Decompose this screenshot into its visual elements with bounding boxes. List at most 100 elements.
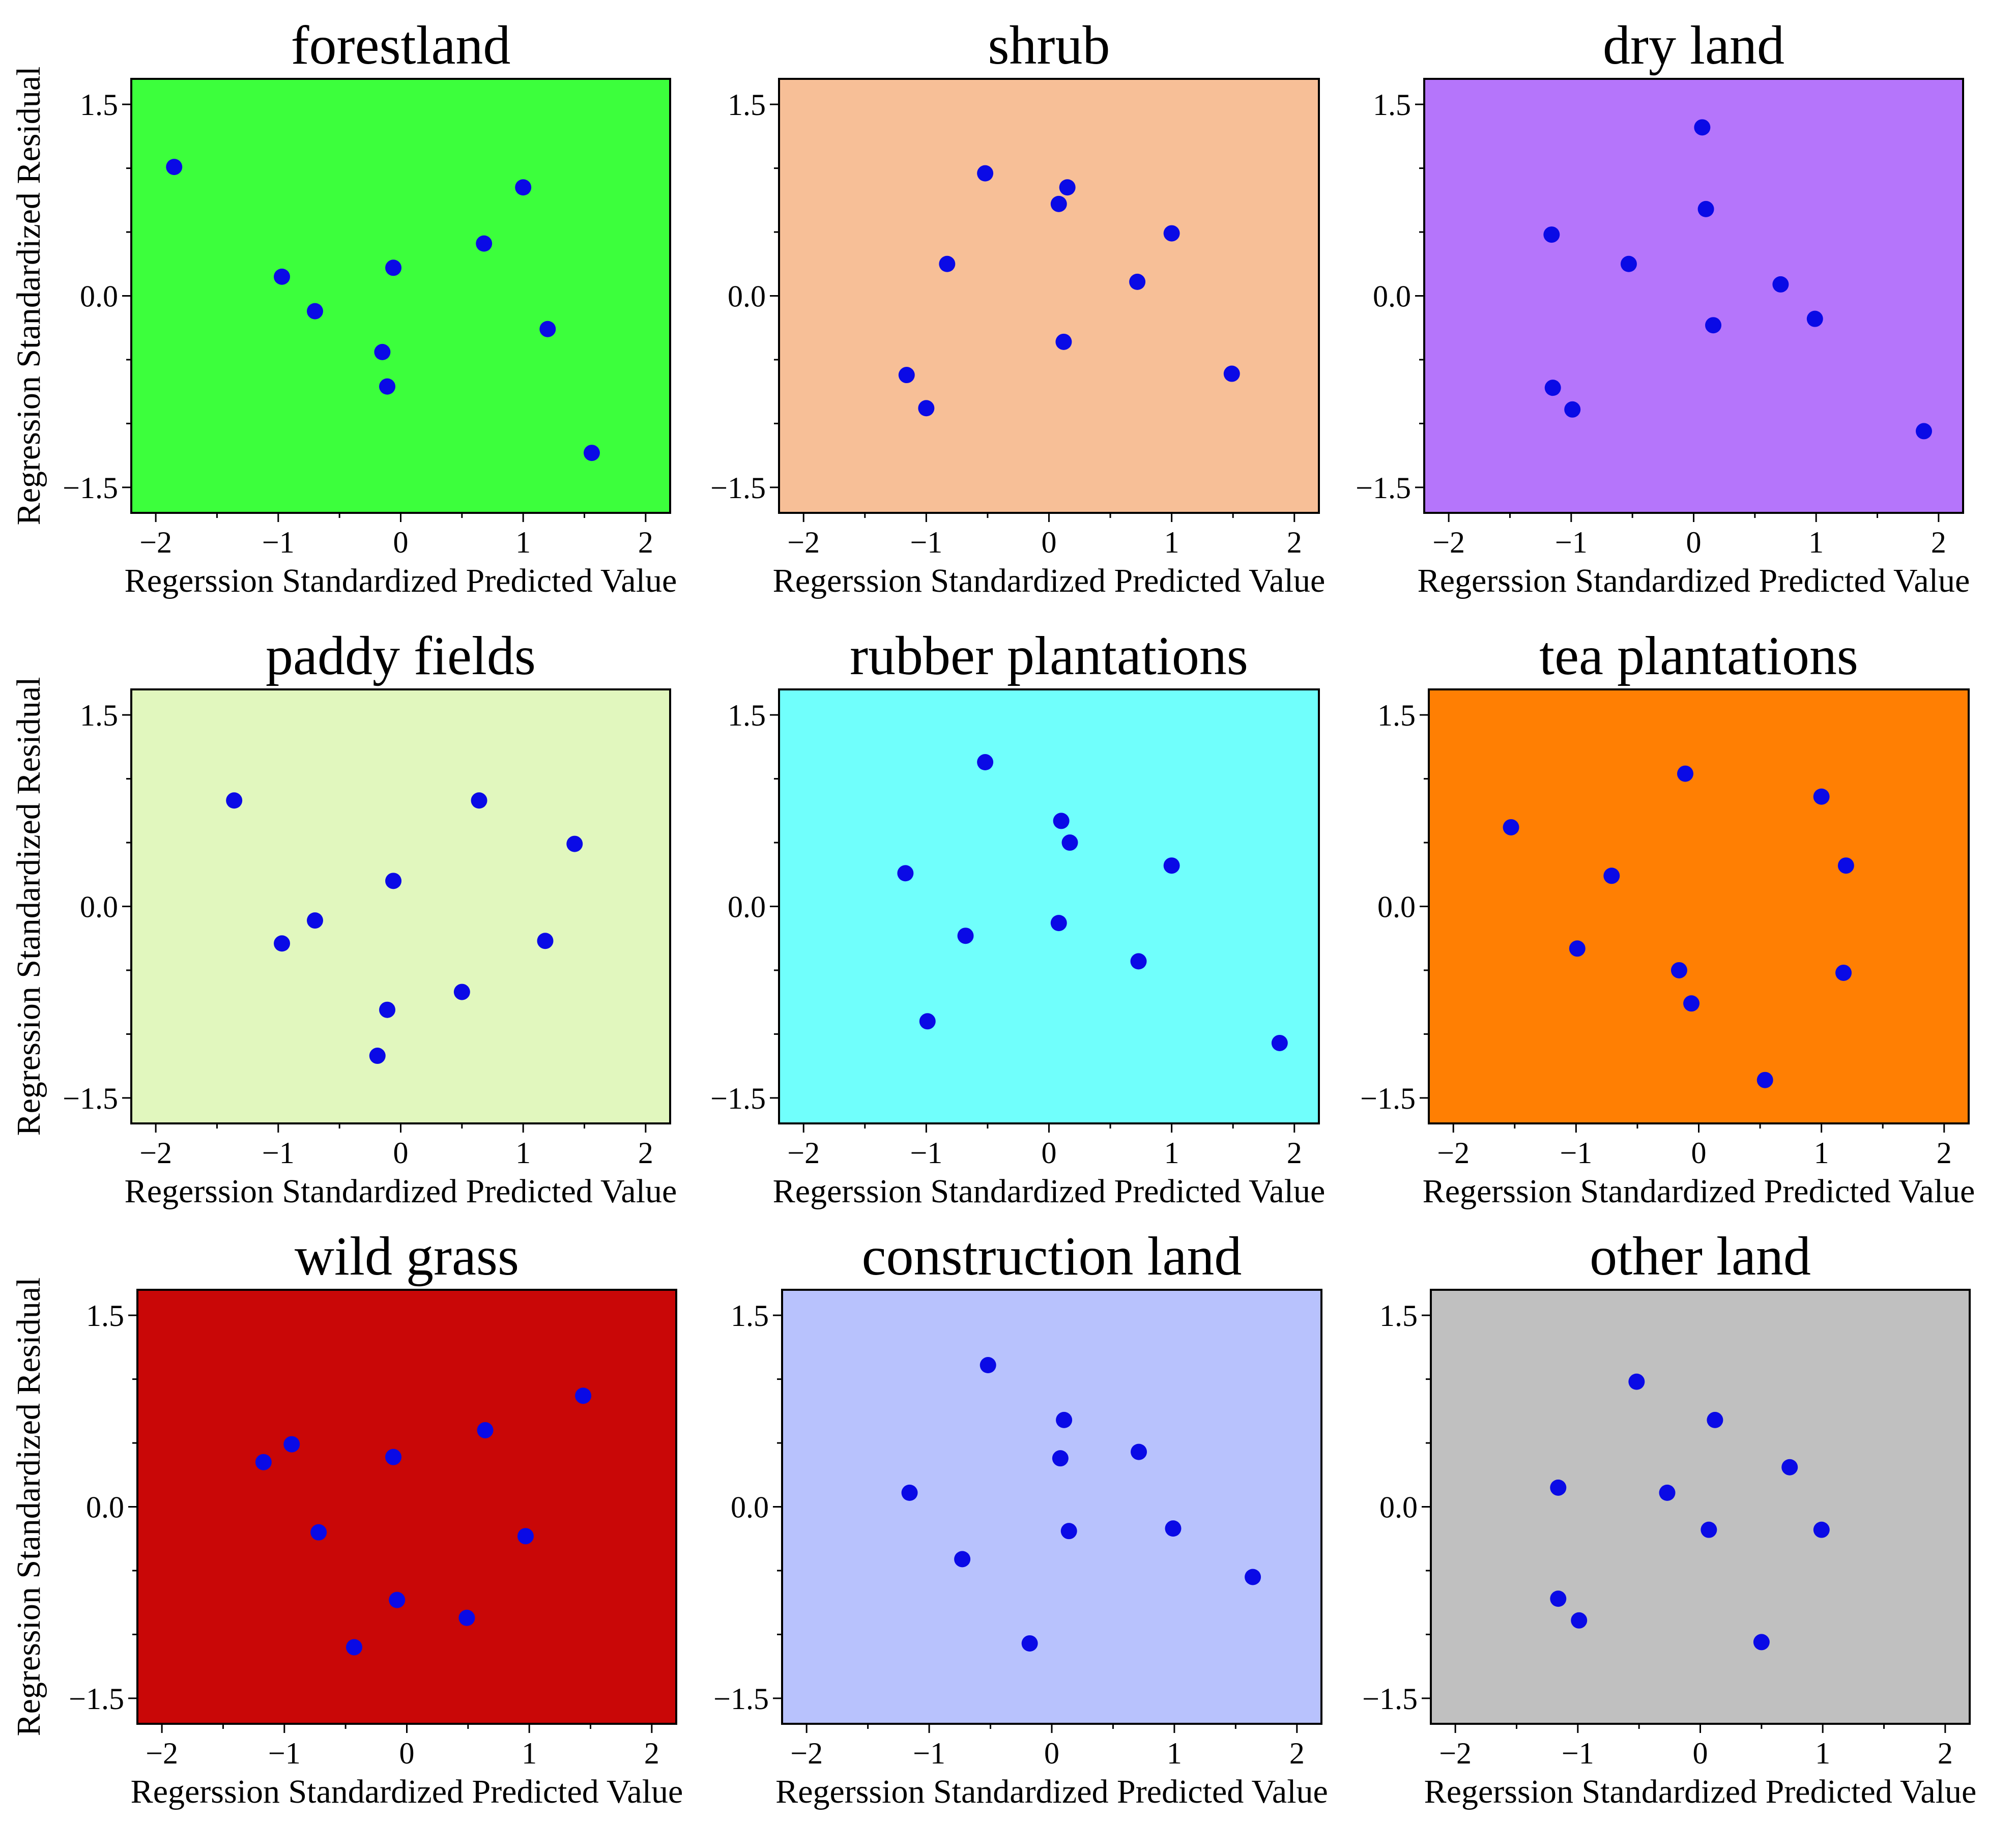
panel-paddy-fields-x-tick-label: 2 [638,1136,653,1170]
panel-tea-plantations-point [1603,867,1620,884]
panel-rubber-plantations-point [1053,813,1070,829]
panel-forestland-x-axis-label: Regerssion Standardized Predicted Value [125,562,677,599]
panel-rubber-plantations-x-tick-label: −2 [787,1136,820,1170]
panel-forestland-point [307,303,324,320]
panel-shrub-plot-area [779,79,1319,513]
panel-paddy-fields-plot-area [131,689,670,1123]
panel-tea-plantations: tea plantations −2 −1 0 1 2 −1.5 0.0 1.5 Regerssi… [1360,626,1975,1210]
panel-tea-plantations-x-axis-label: Regerssion Standardized Predicted Value [1423,1173,1975,1210]
panel-dry-land-point [1694,119,1711,136]
panel-dry-land-x-tick-label: 1 [1808,526,1824,559]
panel-paddy-fields-x-tick-label: −2 [139,1136,172,1170]
panel-shrub-x-axis-label: Regerssion Standardized Predicted Value [773,562,1326,599]
panel-forestland-point [274,268,291,285]
panel-forestland-point [583,445,600,461]
panel-construction-land-title: construction land [862,1226,1242,1287]
panel-wild-grass: wild grass −2 −1 0 1 2 −1.5 0.0 1.5 Regerssion St… [10,1226,683,1810]
panel-forestland-point [379,378,396,395]
panel-other-land-plot-area [1431,1290,1970,1724]
panel-paddy-fields-y-tick-label: −1.5 [63,1082,118,1115]
panel-wild-grass-point [385,1449,402,1465]
panel-construction-land-x-tick-label: −2 [790,1737,823,1770]
panel-rubber-plantations-y-tick-label: 1.5 [728,699,766,732]
panel-shrub-point [1129,273,1146,290]
panel-tea-plantations-point [1835,964,1852,981]
panel-forestland-point [539,321,556,337]
panel-paddy-fields-title: paddy fields [266,626,536,686]
panel-other-land-x-tick-label: 0 [1693,1737,1708,1770]
panel-rubber-plantations-y-tick-label: 0.0 [728,890,766,924]
panel-tea-plantations-point [1677,765,1693,782]
panel-wild-grass-point [477,1422,494,1438]
panel-forestland-y-tick-label: 1.5 [80,88,118,122]
panel-forestland-x-tick-label: 0 [393,526,409,559]
panel-other-land-y-tick-label: 1.5 [1379,1299,1418,1333]
panel-construction-land-point [954,1551,971,1568]
panel-tea-plantations-point [1503,819,1519,835]
panel-tea-plantations-point [1569,940,1586,957]
panel-rubber-plantations-x-tick-label: 1 [1164,1136,1179,1170]
panel-shrub-point [1163,225,1180,242]
panel-paddy-fields-x-tick-label: −1 [262,1136,295,1170]
panel-construction-land-frame [781,1289,1322,1725]
panel-tea-plantations-x-tick-label: 0 [1691,1136,1707,1170]
panel-forestland-point [166,159,183,176]
panel-forestland-x-tick-label: −1 [262,526,295,559]
panel-wild-grass-y-tick-label: 0.0 [86,1491,124,1524]
panel-wild-grass-point [255,1454,272,1470]
panel-shrub-point [939,255,956,272]
panel-rubber-plantations-x-tick-label: −1 [910,1136,942,1170]
panel-construction-land-x-axis-label: Regerssion Standardized Predicted Value [775,1773,1328,1810]
panel-construction-land-point [1056,1411,1073,1428]
panel-forestland-frame [130,78,671,514]
panel-construction-land-point [901,1484,918,1501]
panel-wild-grass-y-tick-label: 1.5 [86,1299,124,1333]
panel-dry-land-point [1697,200,1714,217]
panel-dry-land-point [1806,310,1823,327]
panel-forestland-x-tick-label: −2 [139,526,172,559]
panel-paddy-fields-point [453,984,470,1000]
panel-shrub-x-tick-label: −1 [910,526,942,559]
panel-dry-land-plot-area [1424,79,1963,513]
panel-other-land-point [1659,1484,1676,1501]
panel-shrub-point [918,400,935,417]
panel-construction-land-point [1245,1569,1261,1585]
panel-paddy-fields: paddy fields −2 −1 0 1 2 −1.5 0.0 1.5 Regerssion … [10,626,677,1210]
panel-dry-land-x-tick-label: 0 [1686,526,1702,559]
panel-other-land-point [1813,1521,1830,1538]
panel-paddy-fields-point [537,933,554,949]
panel-shrub-title: shrub [988,15,1110,76]
panel-tea-plantations-plot-area [1429,689,1969,1123]
panel-forestland-x-tick-label: 1 [515,526,531,559]
panel-wild-grass-point [283,1436,300,1453]
panel-rubber-plantations-x-tick-label: 0 [1042,1136,1057,1170]
panel-other-land-x-tick-label: −1 [1562,1737,1594,1770]
panel-wild-grass-frame [136,1289,677,1725]
panel-shrub: shrub −2 −1 0 1 2 −1.5 0.0 1.5 Regerssion Standar… [710,15,1325,599]
panel-dry-land-title: dry land [1603,15,1784,76]
panel-dry-land-point [1543,226,1560,243]
panel-forestland: forestland −2 −1 0 1 2 −1.5 0.0 1.5 Regerssion St… [10,15,677,599]
panel-dry-land-x-tick-label: −1 [1555,526,1588,559]
panel-tea-plantations-point [1813,788,1830,805]
panel-other-land-title: other land [1590,1226,1811,1287]
panel-other-land-x-tick-label: 1 [1815,1737,1830,1770]
panel-other-land-x-tick-label: 2 [1938,1737,1953,1770]
panel-forestland-y-axis-label: Regression Standardized Residual [10,67,47,526]
panel-shrub-x-tick-label: 2 [1287,526,1302,559]
panel-shrub-y-tick-label: 0.0 [728,280,766,313]
panel-construction-land-y-tick-label: 0.0 [731,1491,769,1524]
panel-rubber-plantations-point [1271,1034,1288,1051]
panel-wild-grass-x-tick-label: 2 [644,1737,659,1770]
panel-wild-grass-x-tick-label: 0 [399,1737,415,1770]
panel-other-land-y-tick-label: 0.0 [1379,1491,1418,1524]
panel-other-land-x-tick-label: −2 [1439,1737,1472,1770]
panel-wild-grass-plot-area [137,1290,676,1724]
panel-dry-land-y-tick-label: −1.5 [1356,471,1411,505]
panel-other-land-point [1707,1411,1723,1428]
panel-paddy-fields-point [471,792,487,809]
panel-tea-plantations-frame [1428,688,1970,1124]
panel-dry-land: dry land −2 −1 0 1 2 −1.5 0.0 1.5 Regerssion Stan… [1356,15,1970,599]
panel-forestland-title: forestland [291,15,511,76]
